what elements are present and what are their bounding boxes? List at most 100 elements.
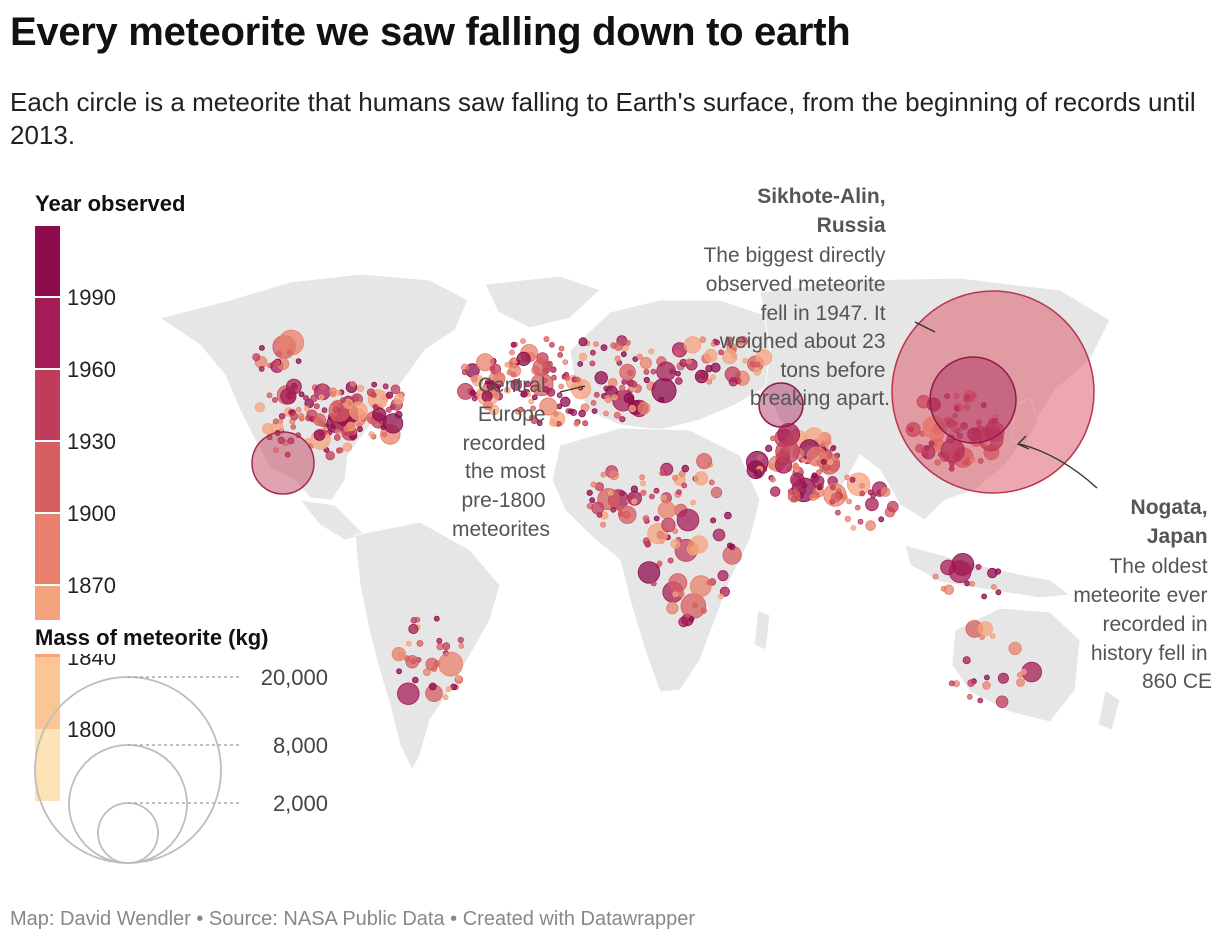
meteorite-dot-388[interactable]: [393, 393, 405, 405]
meteorite-dot-130[interactable]: [508, 364, 521, 378]
meteorite-dot-512[interactable]: [689, 575, 712, 597]
meteorite-dot-612[interactable]: [948, 680, 955, 687]
meteorite-dot-606[interactable]: [997, 672, 1009, 684]
meteorite-dot-481[interactable]: [637, 561, 661, 584]
meteorite-dot-536[interactable]: [609, 470, 620, 481]
meteorite-dot-593[interactable]: [397, 682, 420, 705]
meteorite-dot-142[interactable]: [509, 349, 515, 356]
meteorite-dot-324[interactable]: [333, 434, 341, 441]
meteorite-dot-592[interactable]: [438, 651, 464, 677]
meteorite-dot-169[interactable]: [604, 394, 613, 403]
meteorite-dot-526[interactable]: [642, 537, 651, 545]
meteorite-dot-66[interactable]: [628, 404, 636, 413]
meteorite-dot-583[interactable]: [391, 646, 406, 662]
meteorite-dot-468[interactable]: [724, 511, 732, 520]
meteorite-dot-21[interactable]: [551, 374, 557, 381]
meteorite-dot-69[interactable]: [553, 411, 559, 417]
meteorite-dot-676[interactable]: [846, 472, 871, 496]
meteorite-dot-690[interactable]: [835, 509, 841, 516]
meteorite-dot-254[interactable]: [321, 407, 328, 414]
meteorite-dot-502[interactable]: [728, 543, 736, 550]
meteorite-dot-506[interactable]: [712, 528, 726, 542]
meteorite-dot-559[interactable]: [600, 471, 607, 478]
meteorite-dot-282[interactable]: [303, 405, 310, 412]
meteorite-dot-595[interactable]: [428, 682, 437, 691]
meteorite-dot-230[interactable]: [787, 489, 801, 503]
meteorite-dot-605[interactable]: [984, 674, 990, 681]
meteorite-dot-39[interactable]: [590, 399, 597, 406]
meteorite-dot-33[interactable]: [577, 360, 584, 367]
meteorite-dot-566[interactable]: [422, 668, 431, 676]
meteorite-dot-79[interactable]: [524, 380, 531, 388]
meteorite-dot-104[interactable]: [490, 388, 497, 395]
meteorite-dot-312[interactable]: [318, 394, 325, 401]
meteorite-dot-531[interactable]: [594, 482, 604, 492]
meteorite-dot-82[interactable]: [643, 376, 650, 384]
meteorite-dot-326[interactable]: [337, 447, 344, 454]
meteorite-dot-37[interactable]: [549, 341, 555, 348]
meteorite-dot-498[interactable]: [677, 590, 685, 598]
meteorite-dot-167[interactable]: [630, 380, 638, 388]
meteorite-dot-245[interactable]: [820, 458, 827, 465]
meteorite-dot-662[interactable]: [674, 349, 681, 357]
meteorite-dot-677[interactable]: [830, 484, 836, 491]
meteorite-dot-622[interactable]: [943, 584, 955, 595]
meteorite-dot-680[interactable]: [846, 498, 852, 505]
meteorite-dot-296[interactable]: [298, 391, 305, 398]
meteorite-dot-615[interactable]: [967, 679, 975, 687]
meteorite-dot-372[interactable]: [385, 391, 394, 399]
meteorite-dot-550[interactable]: [640, 489, 647, 496]
meteorite-dot-148[interactable]: [578, 352, 588, 361]
meteorite-dot-678[interactable]: [850, 525, 857, 531]
meteorite-dot-340[interactable]: [313, 413, 327, 427]
meteorite-dot-710[interactable]: [275, 350, 282, 357]
meteorite-dot-610[interactable]: [1016, 672, 1023, 678]
meteorite-dot-386[interactable]: [368, 431, 375, 438]
meteorite-dot-135[interactable]: [593, 391, 600, 398]
meteorite-dot-557[interactable]: [607, 490, 614, 496]
meteorite-dot-510[interactable]: [659, 470, 666, 477]
meteorite-dot-630[interactable]: [948, 560, 972, 583]
meteorite-dot-491[interactable]: [681, 464, 690, 473]
meteorite-sikhote-alin[interactable]: [891, 290, 1095, 494]
meteorite-dot-101[interactable]: [623, 392, 635, 404]
meteorite-dot-246[interactable]: [811, 472, 818, 479]
meteorite-dot-702[interactable]: [295, 358, 302, 365]
meteorite-dot-581[interactable]: [411, 676, 419, 684]
meteorite-dot-164[interactable]: [593, 341, 599, 348]
meteorite-dot-556[interactable]: [631, 498, 638, 505]
meteorite-dot-232[interactable]: [827, 459, 834, 466]
meteorite-dot-63[interactable]: [558, 345, 565, 352]
meteorite-dot-64[interactable]: [648, 348, 655, 355]
meteorite-dot-68[interactable]: [639, 356, 652, 369]
meteorite-dot-623[interactable]: [995, 589, 1002, 596]
meteorite-dot-668[interactable]: [694, 369, 709, 384]
meteorite-dot-117[interactable]: [536, 420, 543, 427]
meteorite-dot-614[interactable]: [1008, 641, 1022, 656]
meteorite-dot-711[interactable]: [252, 353, 261, 362]
meteorite-dot-143[interactable]: [543, 336, 550, 343]
meteorite-dot-56[interactable]: [632, 356, 639, 363]
meteorite-dot-131[interactable]: [614, 342, 623, 351]
meteorite-dot-520[interactable]: [671, 474, 679, 481]
meteorite-dot-682[interactable]: [849, 476, 856, 483]
meteorite-dot-140[interactable]: [532, 358, 551, 377]
meteorite-dot-463[interactable]: [710, 486, 723, 499]
meteorite-dot-336[interactable]: [266, 392, 273, 399]
meteorite-dot-648[interactable]: [686, 358, 692, 365]
meteorite-dot-584[interactable]: [410, 616, 418, 624]
meteorite-dot-381[interactable]: [380, 394, 387, 401]
meteorite-dot-53[interactable]: [603, 410, 609, 417]
meteorite-dot-150[interactable]: [637, 401, 651, 415]
meteorite-dot-493[interactable]: [688, 541, 694, 547]
meteorite-dot-158[interactable]: [582, 420, 589, 427]
meteorite-dot-715[interactable]: [258, 365, 265, 372]
meteorite-dot-528[interactable]: [676, 508, 700, 532]
meteorite-dot-553[interactable]: [600, 521, 607, 528]
meteorite-dot-611[interactable]: [977, 621, 993, 637]
meteorite-dot-92[interactable]: [461, 369, 468, 376]
meteorite-dot-609[interactable]: [962, 656, 971, 665]
meteorite-dot-24[interactable]: [504, 361, 511, 368]
meteorite-dot-375[interactable]: [339, 397, 346, 404]
meteorite-dot-598[interactable]: [1016, 678, 1025, 687]
